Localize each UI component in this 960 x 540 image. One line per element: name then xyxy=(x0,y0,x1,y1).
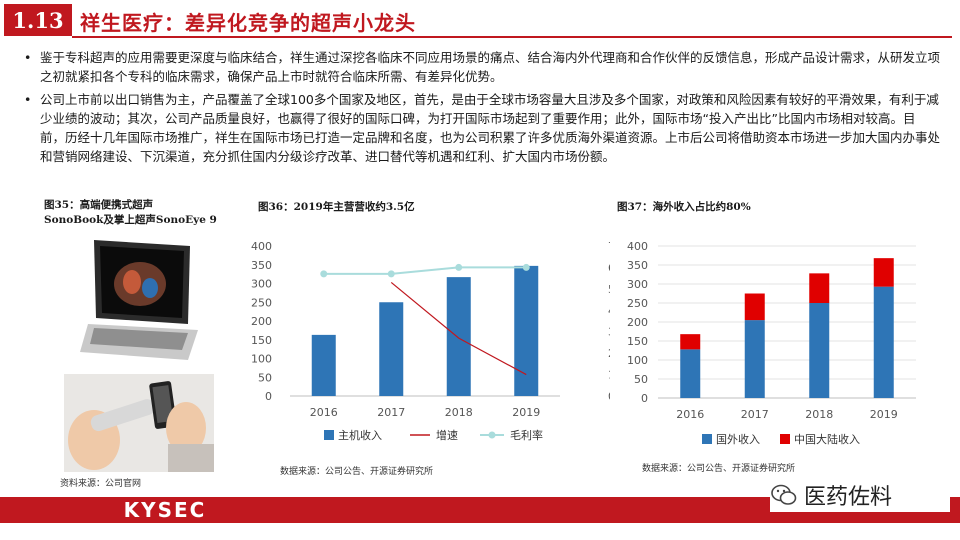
bar-中国大陆收入 xyxy=(873,258,894,287)
x-tick-label: 2016 xyxy=(676,408,704,421)
device-photos xyxy=(64,240,214,472)
legend-label-中国大陆收入: 中国大陆收入 xyxy=(794,432,860,446)
legend-swatch-主机收入 xyxy=(324,430,334,440)
y-tick-label: 250 xyxy=(251,296,272,309)
point-毛利率 xyxy=(522,263,530,271)
bar-国外收入 xyxy=(680,349,701,398)
watermark: 医药佐料 xyxy=(770,478,950,512)
figure35-caption: 图35：高端便携式超声 SonoBook及掌上超声SonoEye 9 xyxy=(44,198,217,228)
bar-国外收入 xyxy=(744,320,765,398)
y2-tick-label: 40% xyxy=(608,304,610,317)
title-divider xyxy=(72,36,952,38)
y-tick-label: 150 xyxy=(251,334,272,347)
legend-label-增速: 增速 xyxy=(436,428,458,442)
y2-tick-label: 0% xyxy=(608,390,610,403)
y-tick-label: 100 xyxy=(251,353,272,366)
y-tick-label: 50 xyxy=(634,373,648,386)
y-tick-label: 50 xyxy=(258,371,272,384)
slide-title: 祥生医疗：差异化竞争的超声小龙头 xyxy=(80,11,416,35)
x-tick-label: 2017 xyxy=(741,408,769,421)
bar-主机收入 xyxy=(311,334,336,396)
y-tick-label: 100 xyxy=(627,354,648,367)
y2-tick-label: 20% xyxy=(608,347,610,360)
y-tick-label: 250 xyxy=(627,297,648,310)
point-毛利率 xyxy=(387,270,395,278)
y-tick-label: 400 xyxy=(251,240,272,253)
y-tick-label: 0 xyxy=(641,392,648,405)
kysec-logo: KYSEC xyxy=(70,497,260,523)
laptop-ultrasound-image xyxy=(80,240,198,360)
figure35-caption-line1: 图35：高端便携式超声 xyxy=(44,199,154,211)
x-tick-label: 2018 xyxy=(805,408,833,421)
chart37-revenue-split: 0 50 100 150 200 250 300 350 400 2016 2017 2018 2019… xyxy=(627,240,916,446)
bar-中国大陆收入 xyxy=(809,273,830,303)
figure37-caption: 图37：海外收入占比约80% xyxy=(617,201,751,213)
figure37-source: 数据来源：公司公告、开源证券研究所 xyxy=(642,464,796,474)
bar-主机收入 xyxy=(379,302,404,396)
y-tick-label: 350 xyxy=(251,259,272,272)
bar-中国大陆收入 xyxy=(744,293,765,321)
section-number: 1.13 xyxy=(4,4,72,36)
y-tick-label: 0 xyxy=(265,390,272,403)
y-tick-label: 150 xyxy=(627,335,648,348)
bar-主机收入 xyxy=(514,265,539,396)
point-毛利率 xyxy=(320,270,328,278)
x-tick-label: 2019 xyxy=(512,406,540,419)
y2-tick-label: 10% xyxy=(608,369,610,382)
line-毛利率 xyxy=(323,266,527,275)
bullet-item: 鉴于专科超声的应用需要更深度与临床结合，祥生通过深挖各临床不同应用场景的痛点、结… xyxy=(24,48,940,86)
y2-tick-label: 70% xyxy=(608,240,610,253)
bullet-list: 鉴于专科超声的应用需要更深度与临床结合，祥生通过深挖各临床不同应用场景的痛点、结… xyxy=(24,48,940,170)
wechat-icon xyxy=(771,484,797,505)
figure36-source: 数据来源：公司公告、开源证券研究所 xyxy=(280,467,434,477)
x-tick-label: 2019 xyxy=(870,408,898,421)
bar-国外收入 xyxy=(873,286,894,398)
handheld-ultrasound-image xyxy=(64,374,214,472)
y-tick-label: 200 xyxy=(251,315,272,328)
x-tick-label: 2017 xyxy=(377,406,405,419)
watermark-text: 医药佐料 xyxy=(804,485,893,510)
y2-tick-label: 30% xyxy=(608,326,610,339)
bar-中国大陆收入 xyxy=(680,334,701,350)
legend-swatch-中国大陆收入 xyxy=(780,434,790,444)
bullet-item: 公司上市前以出口销售为主，产品覆盖了全球100多个国家及地区，首先，是由于全球市… xyxy=(24,90,940,166)
legend-label-毛利率: 毛利率 xyxy=(510,428,543,442)
y-tick-label: 200 xyxy=(627,316,648,329)
y-tick-label: 300 xyxy=(627,278,648,291)
legend-label-主机收入: 主机收入 xyxy=(338,428,382,442)
y2-tick-label: 60% xyxy=(608,261,610,274)
y-tick-label: 300 xyxy=(251,278,272,291)
y2-tick-label: 50% xyxy=(608,283,610,296)
y-tick-label: 400 xyxy=(627,240,648,253)
x-tick-label: 2018 xyxy=(445,406,473,419)
legend-label-国外收入: 国外收入 xyxy=(716,432,760,446)
bar-国外收入 xyxy=(809,303,830,398)
y-tick-label: 350 xyxy=(627,259,648,272)
bar-主机收入 xyxy=(446,277,471,396)
legend-marker-毛利率 xyxy=(488,431,496,439)
legend-swatch-国外收入 xyxy=(702,434,712,444)
line-增速 xyxy=(390,281,527,376)
slide-header: 1.13 祥生医疗：差异化竞争的超声小龙头 xyxy=(0,0,960,40)
figure36-caption: 图36：2019年主营营收约3.5亿 xyxy=(258,201,415,213)
figure35-source: 资料来源：公司官网 xyxy=(60,479,142,489)
chart36-revenue: 0 50 100 150 200 250 300 350 400 0% 10% 20% 30% 40% 50… xyxy=(251,240,610,442)
x-tick-label: 2016 xyxy=(310,406,338,419)
point-毛利率 xyxy=(455,263,463,271)
figure35-caption-line2: SonoBook及掌上超声SonoEye 9 xyxy=(44,214,217,226)
